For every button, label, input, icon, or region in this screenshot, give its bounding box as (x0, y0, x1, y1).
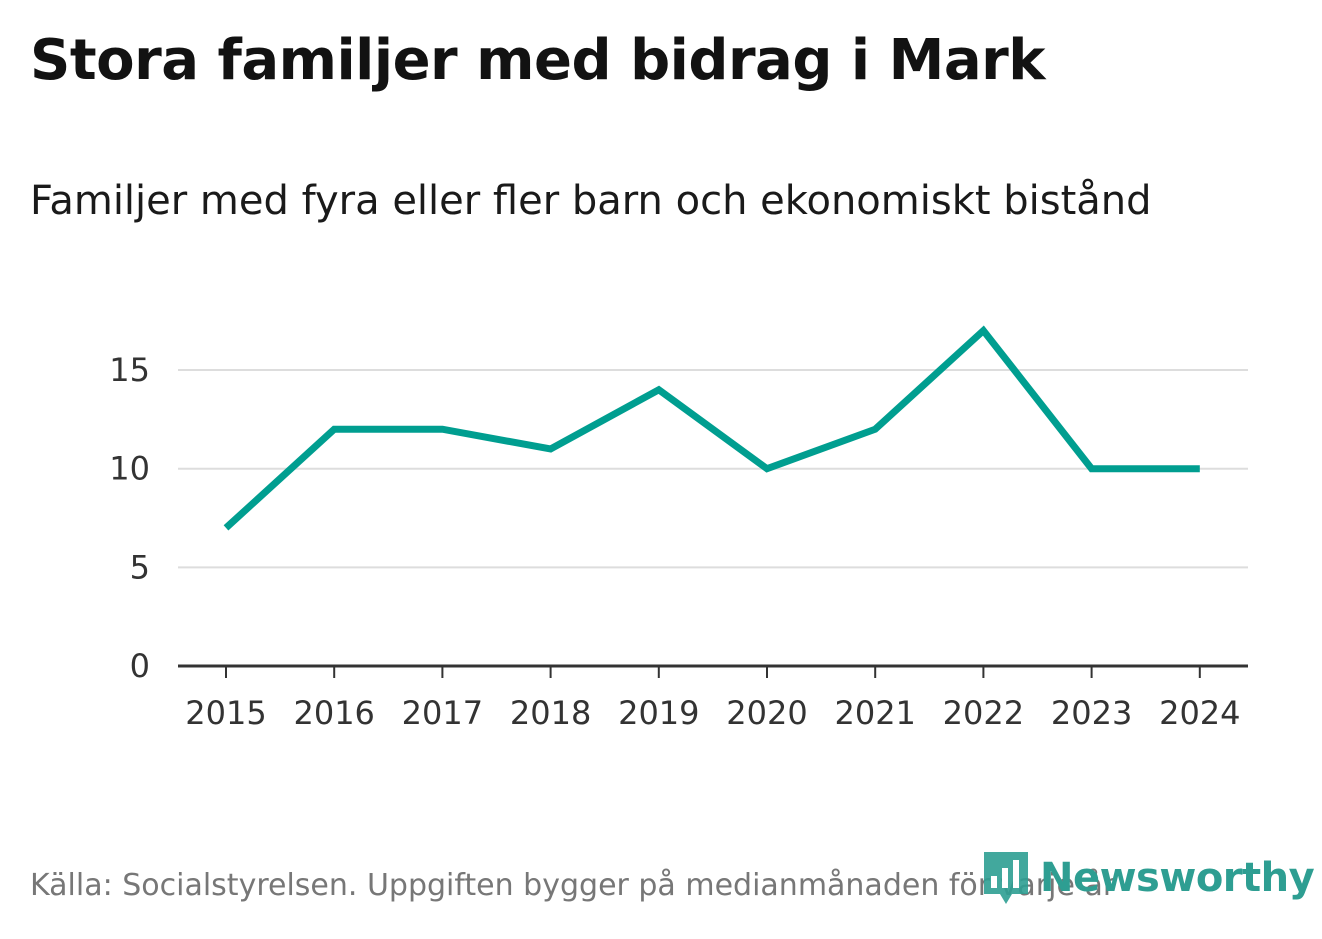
series (223, 325, 1200, 531)
x-axis-ticks: 2015 2016 2017 2018 2019 2020 2021 2022 2023 2024 (185, 666, 1241, 732)
newsworthy-logo-icon (984, 852, 1028, 904)
brand-name: Newsworthy (1040, 855, 1315, 901)
series-line (223, 325, 1200, 531)
x-tick-label: 2019 (618, 694, 699, 732)
source-note: Källa: Socialstyrelsen. Uppgiften bygger… (30, 868, 1116, 903)
x-tick-label: 2020 (726, 694, 807, 732)
y-tick-label: 5 (130, 548, 150, 586)
x-tick-label: 2023 (1051, 694, 1132, 732)
x-tick-label: 2016 (293, 694, 374, 732)
x-tick-label: 2017 (402, 694, 483, 732)
x-tick-label: 2021 (834, 694, 915, 732)
x-tick-label: 2024 (1159, 694, 1240, 732)
y-tick-label: 15 (109, 351, 150, 389)
y-tick-label: 10 (109, 450, 150, 488)
x-tick-label: 2022 (943, 694, 1024, 732)
chart-subtitle: Familjer med fyra eller fler barn och ek… (30, 178, 1152, 224)
y-tick-label: 0 (130, 647, 150, 685)
x-tick-label: 2015 (185, 694, 266, 732)
gridlines (178, 369, 1248, 668)
chart-title: Stora familjer med bidrag i Mark (30, 28, 1046, 93)
y-axis-ticks: 0 5 10 15 (109, 351, 150, 685)
brand-logo[interactable]: Newsworthy (982, 848, 1315, 908)
x-tick-label: 2018 (510, 694, 591, 732)
